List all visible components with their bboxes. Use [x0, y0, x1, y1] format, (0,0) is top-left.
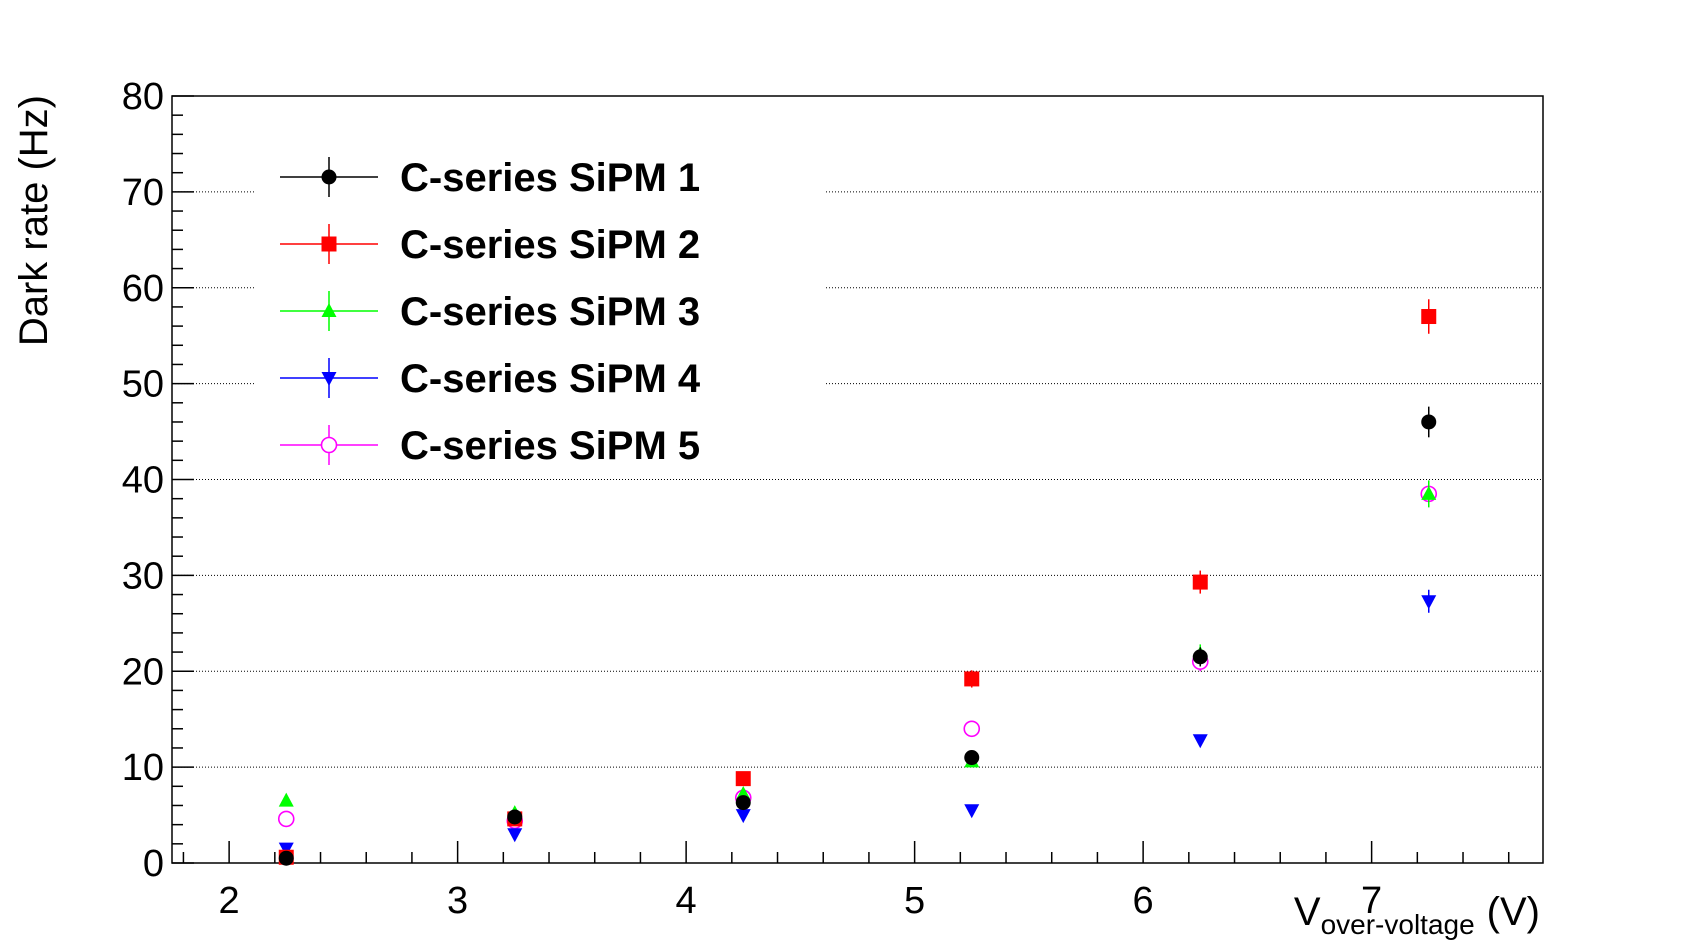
y-tick-label: 10 — [122, 747, 164, 789]
x-tick-label: 2 — [219, 880, 240, 922]
x-axis-title-subscript: over-voltage — [1321, 909, 1475, 940]
y-tick-label: 50 — [122, 364, 164, 406]
data-point — [963, 720, 981, 738]
data-point — [1192, 734, 1208, 749]
data-point — [1421, 595, 1437, 610]
x-tick-label: 7 — [1361, 880, 1382, 922]
legend-entry-3: C-series SiPM 3 — [280, 290, 700, 334]
data-series — [277, 299, 1438, 866]
y-tick-label: 30 — [122, 555, 164, 597]
legend-label: C-series SiPM 2 — [400, 223, 700, 267]
series-1 — [278, 406, 1437, 866]
data-point — [964, 671, 980, 687]
x-axis-title-unit: (V) — [1487, 890, 1540, 934]
legend-label: C-series SiPM 5 — [400, 424, 700, 468]
y-axis-title: Dark rate (Hz) — [12, 95, 56, 346]
data-point — [1192, 649, 1208, 665]
y-tick-label: 70 — [122, 172, 164, 214]
legend-label: C-series SiPM 1 — [400, 156, 700, 200]
legend-marker — [321, 236, 337, 252]
x-tick-label: 3 — [447, 880, 468, 922]
x-tick-label: 4 — [676, 880, 697, 922]
y-tick-label: 20 — [122, 651, 164, 693]
legend-entry-4: C-series SiPM 4 — [280, 357, 701, 401]
y-tick-label: 40 — [122, 460, 164, 502]
legend-marker — [321, 303, 337, 317]
legend-entry-1: C-series SiPM 1 — [280, 156, 700, 200]
data-point — [1421, 309, 1437, 325]
y-tick-label: 0 — [143, 843, 164, 885]
legend: C-series SiPM 1 C-series SiPM 2 C-series S… — [255, 140, 825, 468]
x-tick-label: 5 — [904, 880, 925, 922]
data-point — [1421, 485, 1437, 500]
legend-entry-5: C-series SiPM 5 — [280, 424, 700, 468]
legend-label: C-series SiPM 4 — [400, 357, 701, 401]
data-point — [964, 804, 980, 819]
x-tick-label: 6 — [1133, 880, 1154, 922]
legend-marker — [321, 169, 337, 185]
data-point — [735, 809, 751, 824]
data-point — [735, 771, 751, 787]
x-axis-title-main: V — [1294, 890, 1321, 934]
data-point — [1192, 574, 1208, 590]
legend-label: C-series SiPM 3 — [400, 290, 700, 334]
series-4 — [278, 589, 1437, 857]
data-point — [278, 842, 294, 857]
legend-box — [255, 140, 825, 465]
legend-entry-2: C-series SiPM 2 — [280, 223, 700, 267]
data-point — [507, 809, 523, 825]
data-point — [1421, 414, 1437, 430]
legend-marker — [321, 372, 337, 386]
data-point — [735, 795, 751, 811]
data-point — [964, 750, 980, 766]
y-tick-label: 60 — [122, 268, 164, 310]
data-point — [277, 810, 295, 828]
data-point — [278, 792, 294, 807]
x-axis-title: Vover-voltage (V) — [1294, 890, 1540, 940]
data-point — [278, 850, 294, 866]
axis-ticks: 0 10 20 30 40 50 60 70 80 2 3 4 5 6 7 — [122, 76, 1510, 922]
data-point — [507, 828, 523, 843]
legend-marker — [320, 436, 338, 454]
y-tick-label: 80 — [122, 76, 164, 118]
